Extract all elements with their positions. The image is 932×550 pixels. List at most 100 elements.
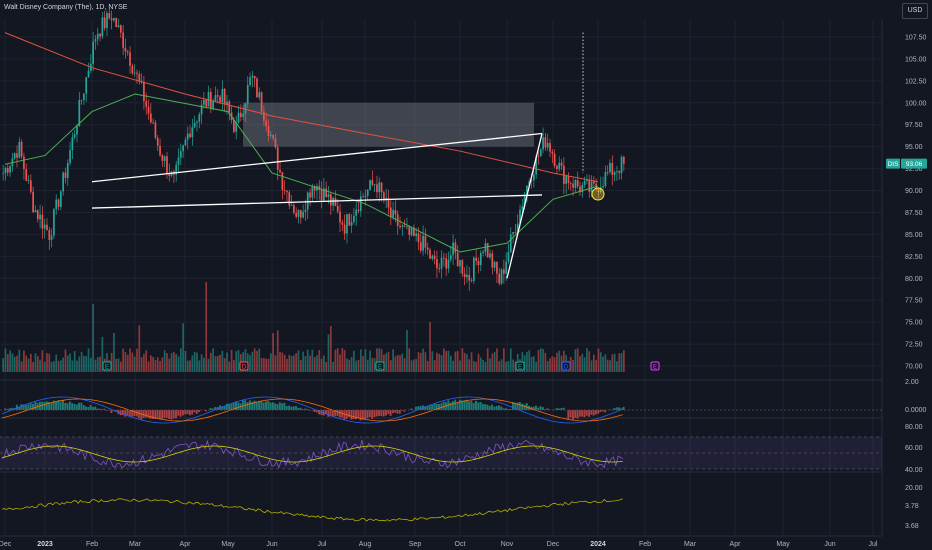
candle-body (106, 13, 108, 29)
event-marker-label: E (518, 365, 522, 371)
macd-histogram-bar (48, 401, 51, 410)
volume-bar (73, 351, 76, 372)
candle-body (415, 233, 418, 236)
macd-histogram-bar (73, 404, 76, 410)
volume-bar (473, 361, 475, 372)
macd-histogram-bar (435, 403, 438, 410)
candle-body (496, 261, 498, 274)
candle-body (309, 192, 311, 198)
macd-histogram-bar (433, 403, 436, 410)
macd-pane (0, 396, 882, 424)
macd-histogram-bar (385, 410, 387, 416)
volume-bar (394, 356, 397, 372)
price-tick-label: 105.00 (905, 56, 927, 63)
time-tick-label: Jul (318, 541, 327, 548)
time-tick-label: Dec (0, 541, 12, 548)
macd-histogram-bar (355, 410, 357, 420)
candle-body (359, 196, 362, 212)
candle-body (263, 111, 265, 121)
candle-body (306, 192, 309, 210)
volume-bar (475, 361, 478, 372)
candle-body (445, 258, 448, 269)
macd-histogram-bar (615, 407, 618, 410)
candle-body (616, 171, 618, 173)
macd-histogram-bar (147, 410, 150, 418)
candle-body (265, 120, 268, 127)
volume-bar (408, 348, 411, 372)
macd-histogram-bar (479, 402, 482, 410)
currency-button[interactable]: USD (902, 3, 928, 19)
macd-histogram-bar (304, 408, 307, 410)
volume-bar (263, 358, 265, 372)
macd-histogram-bar (618, 407, 620, 410)
macd-histogram-bar (341, 410, 344, 418)
volume-bar (549, 358, 551, 372)
volume-bar (456, 350, 459, 372)
volume-bar (251, 351, 254, 372)
candle-body (304, 209, 307, 212)
volume-bar (272, 333, 274, 372)
candle-body (64, 172, 67, 178)
volume-bar (216, 355, 219, 372)
volume-bar (29, 353, 32, 372)
volume-bar (302, 351, 304, 372)
volume-bar (290, 356, 293, 372)
volume-bar (41, 350, 44, 372)
candle-body (34, 210, 37, 213)
lower-tick-label: 3.68 (905, 523, 919, 530)
macd-histogram-bar (75, 404, 78, 410)
macd-histogram-bar (237, 402, 240, 410)
volume-bar (343, 350, 346, 372)
macd-histogram-bar (64, 402, 67, 410)
volume-bar (267, 358, 270, 372)
macd-histogram-bar (235, 401, 237, 410)
candle-body (376, 184, 378, 193)
volume-bar (244, 349, 247, 372)
time-tick-label: Jun (824, 541, 835, 548)
volume-bar (256, 350, 258, 372)
volume-bar (493, 351, 496, 372)
macd-histogram-bar (149, 410, 152, 419)
macd-histogram-bar (331, 410, 334, 417)
candle-body (466, 274, 468, 278)
volume-bar (477, 353, 480, 372)
macd-histogram-bar (382, 410, 385, 417)
candle-body (394, 210, 397, 215)
volume-bar (468, 359, 471, 372)
candle-body (163, 156, 166, 161)
macd-histogram-bar (359, 410, 362, 421)
macd-histogram-bar (258, 400, 261, 410)
volume-bar (71, 360, 74, 372)
volume-bar (34, 353, 37, 372)
event-marker-box (515, 361, 525, 371)
volume-bar (182, 323, 184, 372)
candle-body (55, 199, 58, 210)
macd-histogram-bar (297, 407, 300, 410)
volume-bar (410, 360, 413, 372)
volume-bar (426, 360, 429, 372)
candle-body (272, 134, 274, 139)
macd-histogram-bar (126, 410, 129, 416)
candle-body (193, 122, 196, 128)
volume-bar (253, 348, 256, 372)
candle-body (101, 17, 104, 37)
candle-body (143, 81, 145, 102)
volume-bar (592, 354, 595, 372)
time-tick-label: Feb (639, 541, 651, 548)
macd-histogram-bar (260, 400, 263, 410)
volume-bar (117, 358, 120, 372)
price-tick-label: 70.00 (905, 364, 923, 371)
macd-histogram-bar (11, 407, 14, 410)
candle-body (295, 212, 298, 217)
macd-histogram-bar (4, 408, 7, 410)
time-tick-label: Mar (129, 541, 142, 548)
macd-histogram-bar (253, 400, 256, 410)
macd-histogram-bar (461, 400, 464, 410)
candle-body (378, 182, 381, 193)
volume-bar (599, 352, 602, 372)
macd-histogram-bar (295, 406, 297, 410)
candle-body (27, 180, 30, 182)
candle-body (583, 180, 586, 186)
macd-histogram-bar (8, 408, 11, 410)
